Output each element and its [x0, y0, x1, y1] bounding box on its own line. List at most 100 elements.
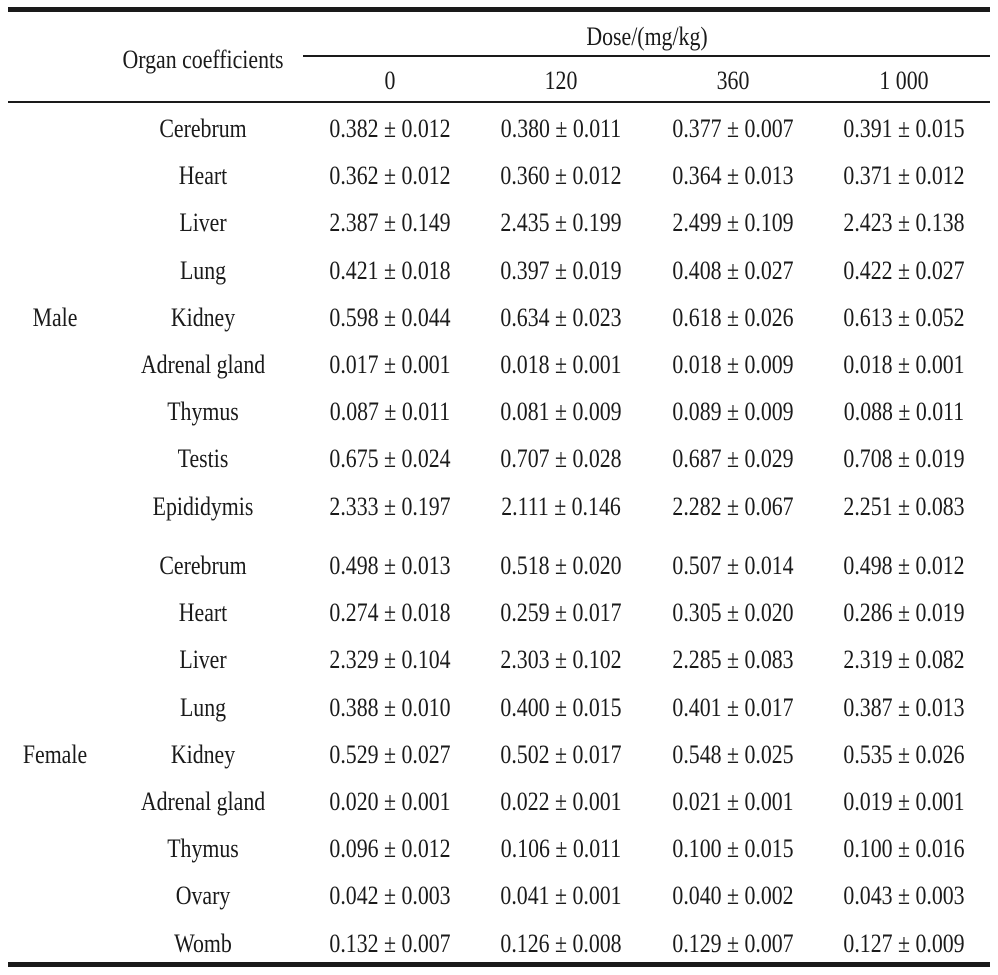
- coefficient-value: 0.618 ± 0.026: [672, 302, 794, 332]
- dose-column-header: 0: [384, 66, 396, 95]
- sex-group-label: Female: [22, 739, 88, 769]
- organ-name: Cerebrum: [159, 114, 247, 143]
- organ-name: Epididymis: [152, 491, 254, 521]
- coefficient-value: 0.397 ± 0.019: [500, 255, 622, 285]
- coefficient-value: 0.127 ± 0.009: [843, 928, 965, 958]
- coefficient-value: 0.387 ± 0.013: [843, 692, 965, 722]
- organ-name: Womb: [174, 928, 232, 958]
- coefficient-value: 0.388 ± 0.010: [329, 692, 451, 722]
- coefficient-value: 0.382 ± 0.012: [329, 114, 451, 143]
- coefficient-value: 2.285 ± 0.083: [672, 645, 794, 675]
- coefficient-value: 0.021 ± 0.001: [672, 787, 794, 816]
- coefficient-value: 0.081 ± 0.009: [500, 397, 622, 427]
- coefficient-value: 0.675 ± 0.024: [329, 444, 451, 474]
- dose-column-header: 120: [544, 66, 578, 95]
- coefficient-value: 2.319 ± 0.082: [843, 645, 965, 675]
- coefficient-value: 0.408 ± 0.027: [672, 255, 794, 285]
- coefficient-value: 2.387 ± 0.149: [329, 208, 451, 238]
- coefficient-value: 0.018 ± 0.001: [500, 350, 622, 379]
- coefficient-value: 0.502 ± 0.017: [500, 739, 622, 769]
- coefficient-value: 0.371 ± 0.012: [843, 161, 965, 191]
- coefficient-value: 0.040 ± 0.002: [672, 881, 794, 911]
- coefficient-value: 0.707 ± 0.028: [500, 444, 622, 474]
- organ-name: Heart: [178, 161, 228, 191]
- coefficient-value: 0.087 ± 0.011: [329, 397, 451, 427]
- coefficient-value: 0.100 ± 0.015: [672, 834, 794, 864]
- coefficient-value: 0.022 ± 0.001: [500, 787, 622, 816]
- coefficient-value: 0.687 ± 0.029: [672, 444, 794, 474]
- coefficient-value: 0.391 ± 0.015: [843, 114, 965, 143]
- coefficient-value: 0.018 ± 0.009: [672, 350, 794, 379]
- coefficient-value: 0.498 ± 0.012: [843, 551, 965, 580]
- table-bottom-rule: [8, 962, 990, 967]
- coefficient-value: 0.507 ± 0.014: [672, 551, 794, 580]
- table-top-rule: [8, 7, 990, 12]
- coefficient-value: 0.088 ± 0.011: [843, 397, 965, 427]
- coefficient-value: 2.435 ± 0.199: [500, 208, 622, 238]
- coefficient-value: 0.042 ± 0.003: [329, 881, 451, 911]
- coefficient-value: 0.305 ± 0.020: [672, 598, 794, 628]
- coefficient-value: 0.529 ± 0.027: [329, 739, 451, 769]
- coefficient-value: 0.518 ± 0.020: [500, 551, 622, 580]
- dose-header: Dose/(mg/kg): [586, 22, 708, 51]
- coefficient-value: 2.329 ± 0.104: [329, 645, 451, 675]
- coefficient-value: 0.400 ± 0.015: [500, 692, 622, 722]
- coefficient-value: 0.129 ± 0.007: [672, 928, 794, 958]
- coefficient-value: 0.708 ± 0.019: [843, 444, 965, 474]
- organ-name: Lung: [179, 692, 227, 722]
- coefficient-value: 2.423 ± 0.138: [843, 208, 965, 238]
- coefficient-value: 0.017 ± 0.001: [329, 350, 451, 379]
- coefficient-value: 0.132 ± 0.007: [329, 928, 451, 958]
- coefficient-value: 0.096 ± 0.012: [329, 834, 451, 864]
- sex-group-label: Male: [32, 302, 78, 332]
- coefficient-value: 0.019 ± 0.001: [843, 787, 965, 816]
- dose-header-rule: [303, 55, 990, 57]
- coefficient-value: 0.041 ± 0.001: [500, 881, 622, 911]
- coefficient-value: 0.498 ± 0.013: [329, 551, 451, 580]
- coefficient-value: 0.380 ± 0.011: [500, 114, 622, 143]
- coefficient-value: 0.362 ± 0.012: [329, 161, 451, 191]
- coefficient-value: 0.100 ± 0.016: [843, 834, 965, 864]
- coefficient-value: 0.598 ± 0.044: [329, 302, 451, 332]
- organ-name: Testis: [177, 444, 229, 474]
- organ-name: Cerebrum: [159, 551, 247, 580]
- coefficient-value: 2.499 ± 0.109: [672, 208, 794, 238]
- organ-name: Adrenal gland: [140, 787, 266, 816]
- coefficient-value: 0.020 ± 0.001: [329, 787, 451, 816]
- organ-coefficients-header: Organ coefficients: [122, 45, 284, 74]
- coefficient-value: 0.535 ± 0.026: [843, 739, 965, 769]
- organ-name: Liver: [179, 208, 227, 238]
- organ-name: Ovary: [175, 881, 231, 911]
- dose-column-header: 360: [716, 66, 750, 95]
- coefficient-value: 2.282 ± 0.067: [672, 491, 794, 521]
- dose-column-header: 1 000: [879, 66, 929, 95]
- coefficient-value: 2.251 ± 0.083: [843, 491, 965, 521]
- coefficient-value: 2.303 ± 0.102: [500, 645, 622, 675]
- organ-name: Lung: [179, 255, 227, 285]
- organ-name: Heart: [178, 598, 228, 628]
- coefficient-value: 0.126 ± 0.008: [500, 928, 622, 958]
- coefficient-value: 0.401 ± 0.017: [672, 692, 794, 722]
- organ-name: Thymus: [167, 397, 239, 427]
- coefficient-value: 0.548 ± 0.025: [672, 739, 794, 769]
- coefficient-value: 0.422 ± 0.027: [843, 255, 965, 285]
- coefficient-value: 0.274 ± 0.018: [329, 598, 451, 628]
- coefficient-value: 0.613 ± 0.052: [843, 302, 965, 332]
- coefficient-value: 0.377 ± 0.007: [672, 114, 794, 143]
- coefficient-value: 0.364 ± 0.013: [672, 161, 794, 191]
- coefficient-value: 0.421 ± 0.018: [329, 255, 451, 285]
- coefficient-value: 2.111 ± 0.146: [501, 491, 621, 521]
- coefficient-value: 0.286 ± 0.019: [843, 598, 965, 628]
- coefficient-value: 0.360 ± 0.012: [500, 161, 622, 191]
- coefficient-value: 0.259 ± 0.017: [500, 598, 622, 628]
- header-bottom-rule: [8, 101, 990, 103]
- coefficient-value: 0.043 ± 0.003: [843, 881, 965, 911]
- organ-name: Kidney: [170, 739, 236, 769]
- organ-name: Adrenal gland: [140, 350, 266, 379]
- coefficient-value: 0.018 ± 0.001: [843, 350, 965, 379]
- organ-name: Liver: [179, 645, 227, 675]
- coefficient-value: 0.106 ± 0.011: [500, 834, 622, 864]
- organ-name: Thymus: [167, 834, 239, 864]
- coefficient-value: 0.089 ± 0.009: [672, 397, 794, 427]
- coefficient-value: 2.333 ± 0.197: [329, 491, 451, 521]
